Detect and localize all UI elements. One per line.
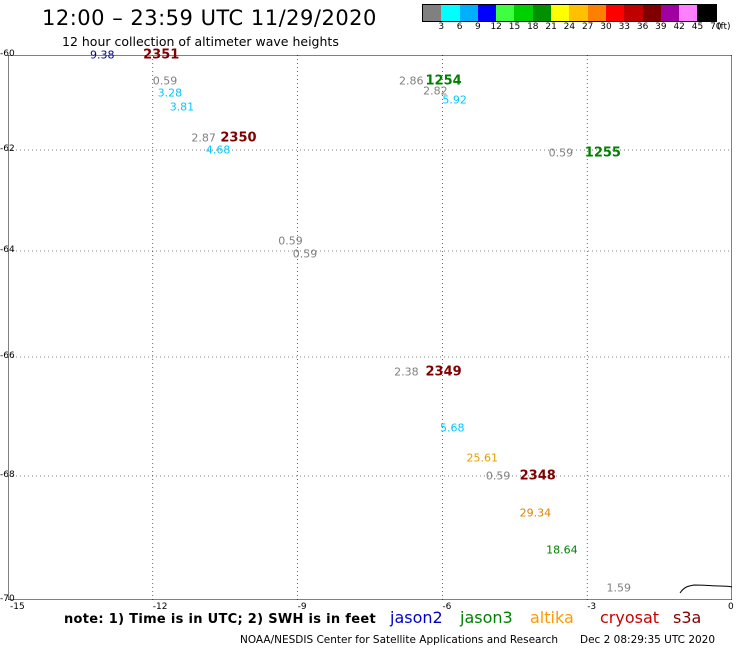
color-swatch [642,5,661,21]
color-scale-label: 12 [490,22,502,32]
map-title: 12:00 – 23:59 UTC 11/29/2020 [42,6,377,30]
pass-number-label: 2348 [519,468,556,484]
color-swatch [423,5,442,21]
color-swatch [697,5,716,21]
longitude-tick-label: -15 [10,602,25,612]
wave-height-label: 1.59 [606,581,632,595]
wave-height-label: 0.59 [292,247,318,261]
color-scale-bar [422,4,717,22]
graticule [8,55,732,600]
wave-height-label: 5.92 [442,93,467,107]
map-canvas [8,55,732,600]
wave-height-label: 29.34 [519,506,552,520]
map-frame [8,55,732,600]
legend-entry: cryosat [600,608,660,627]
legend-entry: jason2 [390,608,443,627]
map-subtitle: 12 hour collection of altimeter wave hei… [62,34,339,49]
pass-number-label: 2351 [143,47,180,63]
pass-number-label: 1255 [584,145,621,161]
color-scale-label: 30 [600,22,612,32]
color-scale-unit: (ft) [717,22,731,32]
longitude-tick-label: -6 [442,602,452,612]
color-scale-label: 21 [545,22,557,32]
wave-height-label: 2.86 [398,74,424,88]
color-swatch [679,5,698,21]
color-swatch [532,5,552,21]
latitude-tick-label: -68 [0,470,15,480]
wave-height-label: 2.82 [423,84,448,98]
color-swatch [514,5,533,21]
color-swatch [624,5,643,21]
latitude-tick-label: -62 [0,144,15,154]
color-scale-label: 45 [691,22,704,32]
wave-height-label: 9.38 [90,48,115,62]
wave-height-label: 5.68 [439,421,465,435]
color-scale-label: 3 [438,22,445,32]
color-swatch [587,5,606,21]
note-text: note: 1) Time is in UTC; 2) SWH is in fe… [64,612,376,627]
color-scale-label: 27 [581,22,594,32]
latitude-tick-label: -64 [0,245,15,255]
legend-entry: s3a [673,608,702,627]
longitude-tick-label: -3 [587,602,597,612]
wave-height-label: 0.59 [152,74,178,88]
color-swatch [441,5,460,21]
coastline [679,584,732,594]
color-swatch [605,5,625,21]
wave-height-label: 0.59 [278,234,303,248]
color-swatch [551,5,570,21]
color-scale-label: 18 [527,22,539,32]
pass-number-label: 1254 [425,73,462,89]
color-scale-label: 9 [475,22,481,32]
latitude-tick-label: -60 [0,49,15,59]
color-scale-label: 24 [563,22,576,32]
color-scale-label: 6 [456,22,463,32]
wave-height-label: 0.59 [548,146,574,160]
color-scale-label: 33 [618,22,631,32]
color-swatch [496,5,515,21]
pass-number-label: 2349 [425,364,462,380]
legend-entry: altika [530,608,574,627]
longitude-tick-label: -12 [152,602,168,612]
legend-entry: jason3 [460,608,513,627]
color-scale-label: 36 [636,22,649,32]
longitude-tick-label: 0 [728,602,734,612]
color-scale-label: 42 [673,22,685,32]
latitude-tick-label: -70 [0,594,15,604]
footer-timestamp: Dec 2 08:29:35 UTC 2020 [580,634,716,646]
color-swatch [569,5,588,21]
color-scale-label: 15 [508,22,521,32]
wave-height-label: 4.68 [205,143,231,157]
wave-height-label: 25.61 [466,451,499,465]
latitude-tick-label: -66 [0,351,15,361]
footer-credit: NOAA/NESDIS Center for Satellite Applica… [240,634,558,646]
color-scale-label: 39 [655,22,667,32]
wave-height-label: 18.64 [546,543,578,557]
wave-height-label: 0.59 [485,469,511,483]
pass-number-label: 2350 [220,130,257,146]
color-swatch [660,5,680,21]
wave-height-label: 2.38 [394,365,419,379]
color-swatch [477,5,497,21]
color-scale-label: 70 [710,22,722,32]
wave-height-label: 3.28 [157,86,183,100]
longitude-tick-label: -9 [297,602,307,612]
color-swatch [459,5,478,21]
wave-height-label: 3.81 [169,100,195,114]
wave-height-label: 2.87 [191,131,216,145]
